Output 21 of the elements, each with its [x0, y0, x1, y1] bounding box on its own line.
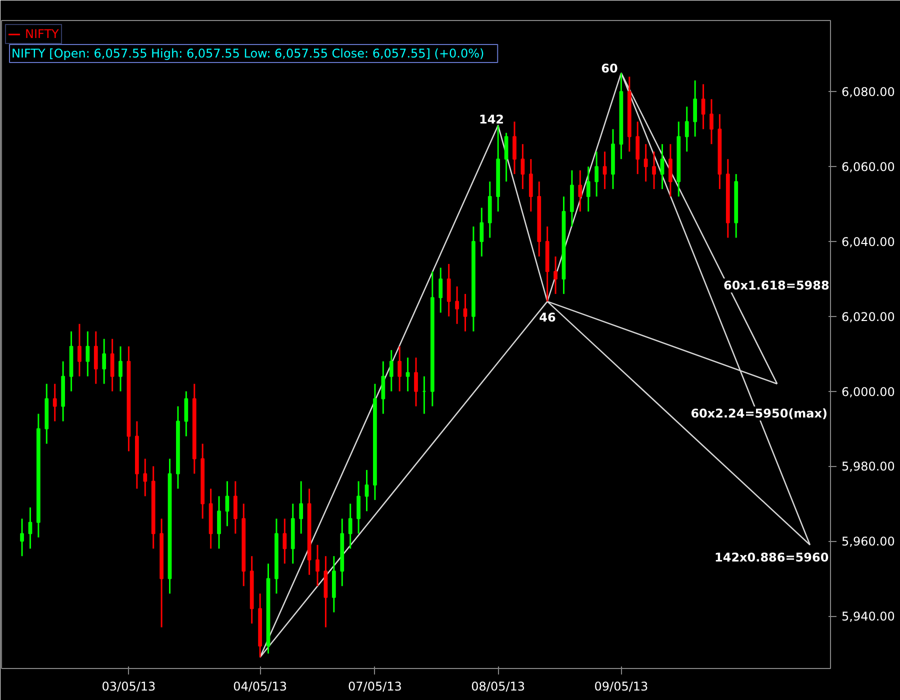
x-tick-label: 09/05/13 — [594, 680, 648, 694]
y-tick-label: 6,000.00 — [842, 384, 895, 399]
annotation: 142 — [478, 112, 504, 126]
y-tick-label: 5,960.00 — [842, 534, 895, 549]
x-tick-label: 04/05/13 — [233, 680, 288, 694]
y-tick-label: 5,940.00 — [842, 610, 895, 624]
x-tick-label: 07/05/13 — [348, 680, 402, 694]
y-tick-label: 5,980.00 — [842, 460, 895, 474]
annotation: 60x1.618=5988 — [724, 278, 830, 292]
y-tick-label: 6,080.00 — [842, 85, 895, 100]
legend-label: NIFTY — [25, 27, 59, 41]
y-tick-label: 6,060.00 — [842, 160, 895, 174]
x-tick-label: 03/05/13 — [102, 680, 156, 694]
annotation: 142x0.886=5960 — [714, 550, 829, 564]
annotation: 60x2.24=5950(max) — [690, 406, 828, 420]
text: NIFTY [Open: 6,057.55 High: 6,057.55 Low: 6,057.55 Close: 6,057.55] (+0.0%) — [12, 46, 484, 60]
annotation: 60 — [601, 62, 618, 76]
y-tick-label: 6,040.00 — [842, 234, 895, 249]
x-tick-label: 08/05/13 — [471, 680, 526, 694]
y-tick-label: 6,020.00 — [842, 310, 895, 324]
annotation: 46 — [539, 310, 556, 324]
